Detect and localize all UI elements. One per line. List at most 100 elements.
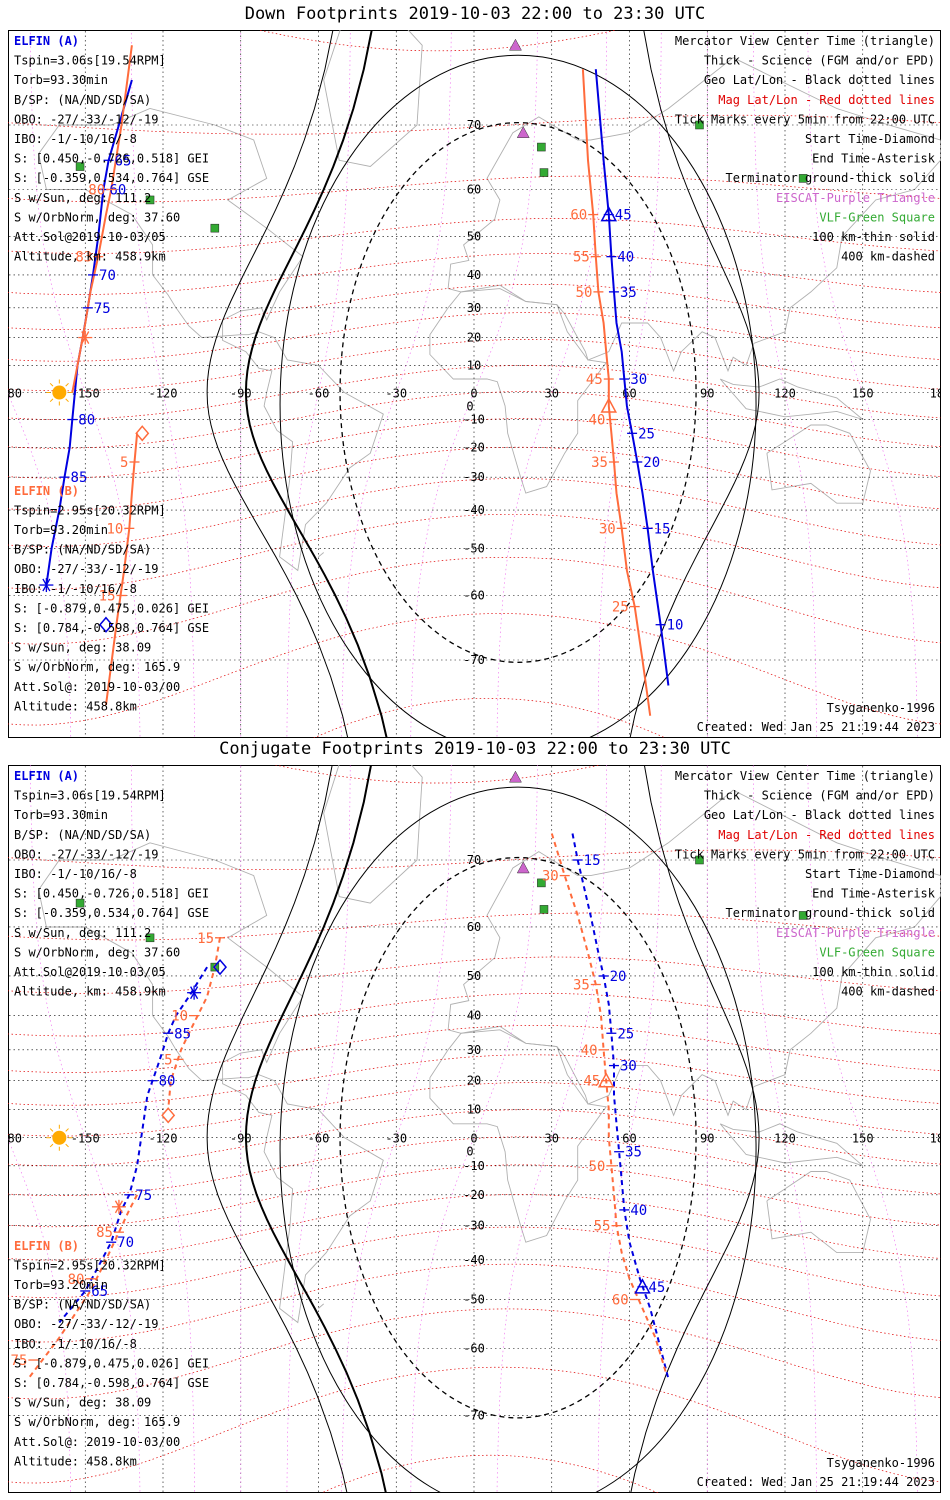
- coastline-5: [719, 378, 864, 420]
- elfin-b-track-east: [581, 69, 652, 716]
- elfin-b-info-line: IBO: -1/-10/16/-8: [14, 1337, 137, 1351]
- lon-tick-label: -150: [71, 1132, 100, 1146]
- elfin-b-info-line: B/SP: (NA/ND/SD/SA): [14, 543, 151, 557]
- elfin-b-west-tick-label: 10: [171, 1009, 188, 1025]
- lon-tick-label: -90: [230, 386, 252, 400]
- elfin-a-east-tick-label: 25: [638, 426, 655, 442]
- mag-lat-curve: [8, 418, 941, 479]
- elfin-b-west-tick-label: 80: [68, 1272, 85, 1288]
- sun-ray: [65, 382, 69, 387]
- legend-line: 400 km-dashed: [841, 985, 935, 999]
- coastline-1: [323, 765, 423, 904]
- coastline-2: [447, 57, 941, 373]
- elfin-a-west-tick-label: 85: [71, 470, 88, 486]
- lon-tick-label: 30: [545, 1132, 559, 1146]
- eiscat-triangle-icon: [509, 38, 522, 51]
- terminator-100km-east: [630, 765, 760, 1493]
- elfin-a-info-line: Att.Sol@2019-10-03/05: [14, 230, 166, 244]
- lat-tick-label: -60: [463, 588, 485, 602]
- mag-lat-curve: [8, 253, 941, 295]
- lon-tick-label: -120: [149, 386, 178, 400]
- elfin-a-label: ELFIN (A): [14, 34, 79, 48]
- mag-lon-curve: [410, 30, 538, 738]
- coastline-4: [766, 1171, 871, 1254]
- lat-tick-label: 70: [467, 853, 481, 867]
- legend-line: Terminator ground-thick solid: [725, 171, 935, 185]
- coastline-6: [318, 552, 324, 558]
- created-label: Created: Wed Jan 25 21:19:44 2023: [697, 1475, 935, 1489]
- mag-lat-curve: [8, 391, 941, 449]
- elfin-a-west-tick-label: 70: [99, 268, 116, 284]
- lat-tick-label: -10: [463, 413, 485, 427]
- sun-ray: [49, 1143, 54, 1148]
- range-400km-dashed: [339, 856, 697, 1419]
- elfin-a-info-line: S w/OrbNorm, deg: 37.60: [14, 945, 180, 959]
- elfin-a-east-tick-label: 15: [654, 521, 671, 537]
- eiscat-triangle-icon: [509, 770, 522, 783]
- elfin-a-east-tick-label: 30: [630, 372, 647, 388]
- vlf-square-icon: [537, 142, 546, 152]
- elfin-a-info-line: OBO: -27/-33/-12/-19: [14, 112, 159, 126]
- legend-line: 100 km-thin solid: [812, 230, 935, 244]
- elfin-b-info-line: S w/Sun, deg: 38.09: [14, 641, 151, 655]
- elfin-a-info-line: Tspin=3.06s[19.54RPM]: [14, 789, 166, 803]
- elfin-b-east-tick-label: 60: [570, 208, 587, 224]
- mag-lat-curve: [8, 1308, 941, 1400]
- sun-ray: [65, 1128, 69, 1132]
- lon-tick-label: -180: [8, 386, 22, 400]
- elfin-b-east-tick-label: 50: [588, 1159, 605, 1175]
- elfin-a-west-tick-label: 85: [174, 1026, 191, 1042]
- legend-line: Geo Lat/Lon - Black dotted lines: [704, 73, 935, 87]
- mag-lon-curve: [29, 30, 141, 738]
- vlf-square-icon: [75, 898, 85, 908]
- elfin-b-start-diamond-icon: [135, 425, 150, 442]
- model-label: Tsyganenko-1996: [827, 701, 935, 715]
- mag-lat-curve: [8, 1194, 941, 1261]
- elfin-b-west-tick-label: 5: [120, 455, 128, 471]
- elfin-a-info-line: S w/OrbNorm, deg: 37.60: [14, 210, 180, 224]
- elfin-b-east-tick-label: 45: [586, 372, 603, 388]
- lon-tick-label: 120: [774, 386, 796, 400]
- created-label: Created: Wed Jan 25 21:19:44 2023: [697, 720, 935, 734]
- elfin-b-info-line: Torb=93.20min: [14, 523, 108, 537]
- sun-ray: [65, 1143, 69, 1148]
- mag-lon-curve: [597, 765, 662, 1493]
- elfin-b-info-line: S w/OrbNorm, deg: 165.9: [14, 660, 180, 674]
- legend-line: 100 km-thin solid: [812, 965, 935, 979]
- elfin-a-info-line: Altitude, km: 458.9km: [14, 250, 166, 264]
- sun-ray: [49, 382, 54, 387]
- elfin-b-west-tick-label: 85: [96, 1225, 113, 1241]
- elfin-a-west-tick-label: 70: [117, 1235, 134, 1251]
- elfin-b-info-line: S w/Sun, deg: 38.09: [14, 1396, 151, 1410]
- elfin-b-info-line: Altitude: 458.8km: [14, 699, 137, 713]
- vlf-square-icon: [145, 195, 155, 205]
- elfin-b-east-tick-label: 25: [612, 600, 629, 616]
- mag-lon-curve: [752, 765, 817, 1493]
- elfin-a-west-tick-label: 75: [94, 301, 111, 317]
- legend-line: End Time-Asterisk: [812, 152, 936, 166]
- vlf-square-icon: [537, 878, 546, 888]
- lon-tick-label: 180: [930, 1132, 941, 1146]
- elfin-b-info-line: Torb=93.20min: [14, 1278, 108, 1292]
- elfin-a-info-line: Altitude, km: 458.9km: [14, 985, 166, 999]
- mag-lon-curve: [341, 765, 452, 1493]
- down-footprints-title: Down Footprints 2019-10-03 22:00 to 23:3…: [244, 4, 706, 24]
- elfin-a-track-west: [58, 966, 208, 1324]
- vlf-square-icon: [695, 855, 704, 865]
- elfin-b-east-tick-label: 35: [591, 455, 608, 471]
- elfin-a-info-line: IBO: -1/-10/16/-8: [14, 867, 137, 881]
- mag-lon-curve: [496, 30, 608, 738]
- elfin-b-info-line: Tspin=2.95s[20.32RPM]: [14, 1258, 166, 1272]
- lon-tick-label: -150: [71, 386, 100, 400]
- range-100km-solid: [279, 54, 757, 738]
- lat-tick-label: 10: [467, 358, 481, 372]
- lat-tick-label: 0: [466, 399, 473, 413]
- coastline-6: [318, 1303, 324, 1309]
- legend-line: EISCAT-Purple Triangle: [776, 926, 935, 940]
- elfin-b-info-line: S: [0.784,-0.598,0.764] GSE: [14, 621, 209, 635]
- elfin-a-label: ELFIN (A): [14, 769, 79, 783]
- mag-lon-curve: [286, 765, 351, 1493]
- terminator-100km-east: [629, 30, 760, 738]
- mag-lon-curve: [29, 765, 141, 1493]
- mag-lat-curve: [8, 513, 941, 590]
